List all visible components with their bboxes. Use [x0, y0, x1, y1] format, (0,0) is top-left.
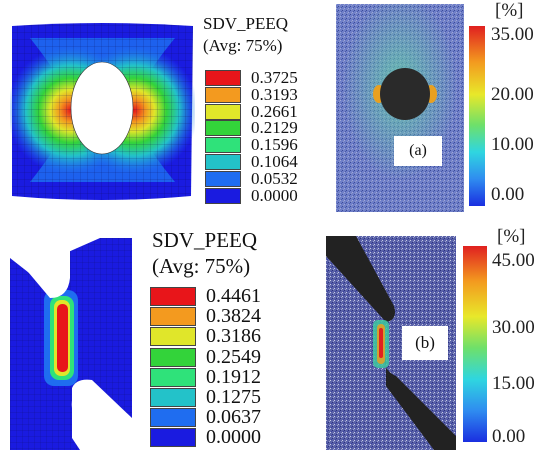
- legend-swatch: [205, 137, 241, 154]
- legend-row: 0.0532: [205, 169, 298, 189]
- legend-swatch: [150, 367, 196, 387]
- legend-swatch: [150, 307, 196, 327]
- colorbar-tick: 0.00: [491, 184, 525, 205]
- legend-value: 0.0000: [251, 185, 298, 205]
- legend-row: 0.0000: [205, 186, 298, 206]
- legend-value: 0.1912: [206, 365, 261, 388]
- legend-value: 0.2661: [251, 101, 298, 121]
- legend-value: 0.0637: [206, 406, 261, 429]
- legend-swatch: [150, 347, 196, 367]
- legend-row: 0.1064: [205, 152, 298, 172]
- legend-swatch: [205, 170, 241, 187]
- legend-row: 0.1596: [205, 135, 298, 155]
- legend-swatch: [150, 428, 196, 448]
- colorbar-tick: 20.00: [491, 84, 534, 105]
- legend-swatch: [205, 103, 241, 120]
- legend-row: 0.2661: [205, 102, 298, 122]
- legend-swatch: [205, 154, 241, 170]
- legend-value: 0.1064: [251, 152, 298, 171]
- legend-value: 0.2129: [251, 118, 298, 138]
- colorbar-unit-bottom: [%]: [497, 226, 526, 247]
- legend-swatch: [150, 408, 196, 428]
- legend-swatch: [205, 187, 241, 204]
- legend-value: 0.1596: [251, 135, 298, 155]
- legend-title: SDV_PEEQ: [203, 14, 289, 33]
- legend-subtitle: (Avg: 75%): [152, 254, 251, 278]
- legend-value: 0.1275: [206, 386, 261, 408]
- colorbar-tick: 35.00: [491, 24, 534, 45]
- fe-mesh-plate-with-hole: [10, 18, 195, 203]
- legend-row: 0.3824: [150, 305, 261, 328]
- legend-value: 0.0000: [206, 426, 261, 449]
- colorbar-unit-top: [%]: [495, 0, 524, 21]
- legend-value: 0.0532: [251, 168, 298, 188]
- legend-row: 0.4461: [150, 285, 261, 308]
- legend-swatch: [150, 327, 196, 347]
- legend-swatch: [150, 388, 196, 407]
- legend-swatch: [205, 86, 241, 103]
- legend-value: 0.3193: [251, 84, 298, 104]
- legend-row: 0.3186: [150, 325, 261, 348]
- legend-subtitle: (Avg: 75%): [203, 36, 283, 55]
- colorbar-top: [469, 26, 485, 206]
- legend-value: 0.3725: [251, 68, 298, 87]
- legend-title: SDV_PEEQ: [152, 228, 258, 252]
- legend-value: 0.3824: [206, 305, 261, 328]
- legend-value: 0.2549: [206, 345, 261, 368]
- colorbar-tick: 30.00: [492, 317, 535, 338]
- colorbar-tick: 10.00: [491, 134, 534, 155]
- legend-row: 0.0000: [150, 426, 261, 449]
- legend-row: 0.3193: [205, 85, 298, 105]
- panel-label-a: (a): [394, 136, 442, 166]
- panel-label-b: (b): [402, 326, 448, 360]
- dic-strain-image-top: [336, 4, 464, 212]
- legend-row: 0.2129: [205, 118, 298, 138]
- legend-row: 0.1275: [150, 386, 261, 409]
- legend-row: 0.1912: [150, 366, 261, 389]
- legend-swatch: [205, 120, 241, 137]
- legend-row: 0.2549: [150, 346, 261, 369]
- legend-value: 0.4461: [206, 285, 261, 307]
- colorbar-bottom: [463, 246, 487, 442]
- fe-mesh-shear-specimen: [10, 238, 132, 450]
- legend-swatch: [205, 70, 241, 86]
- colorbar-tick: 15.00: [492, 373, 535, 394]
- colorbar-tick: 0.00: [492, 426, 526, 447]
- colorbar-tick: 45.00: [492, 250, 535, 271]
- legend-swatch: [150, 287, 196, 306]
- legend-value: 0.3186: [206, 325, 261, 348]
- legend-row: 0.3725: [205, 68, 298, 88]
- legend-row: 0.0637: [150, 406, 261, 429]
